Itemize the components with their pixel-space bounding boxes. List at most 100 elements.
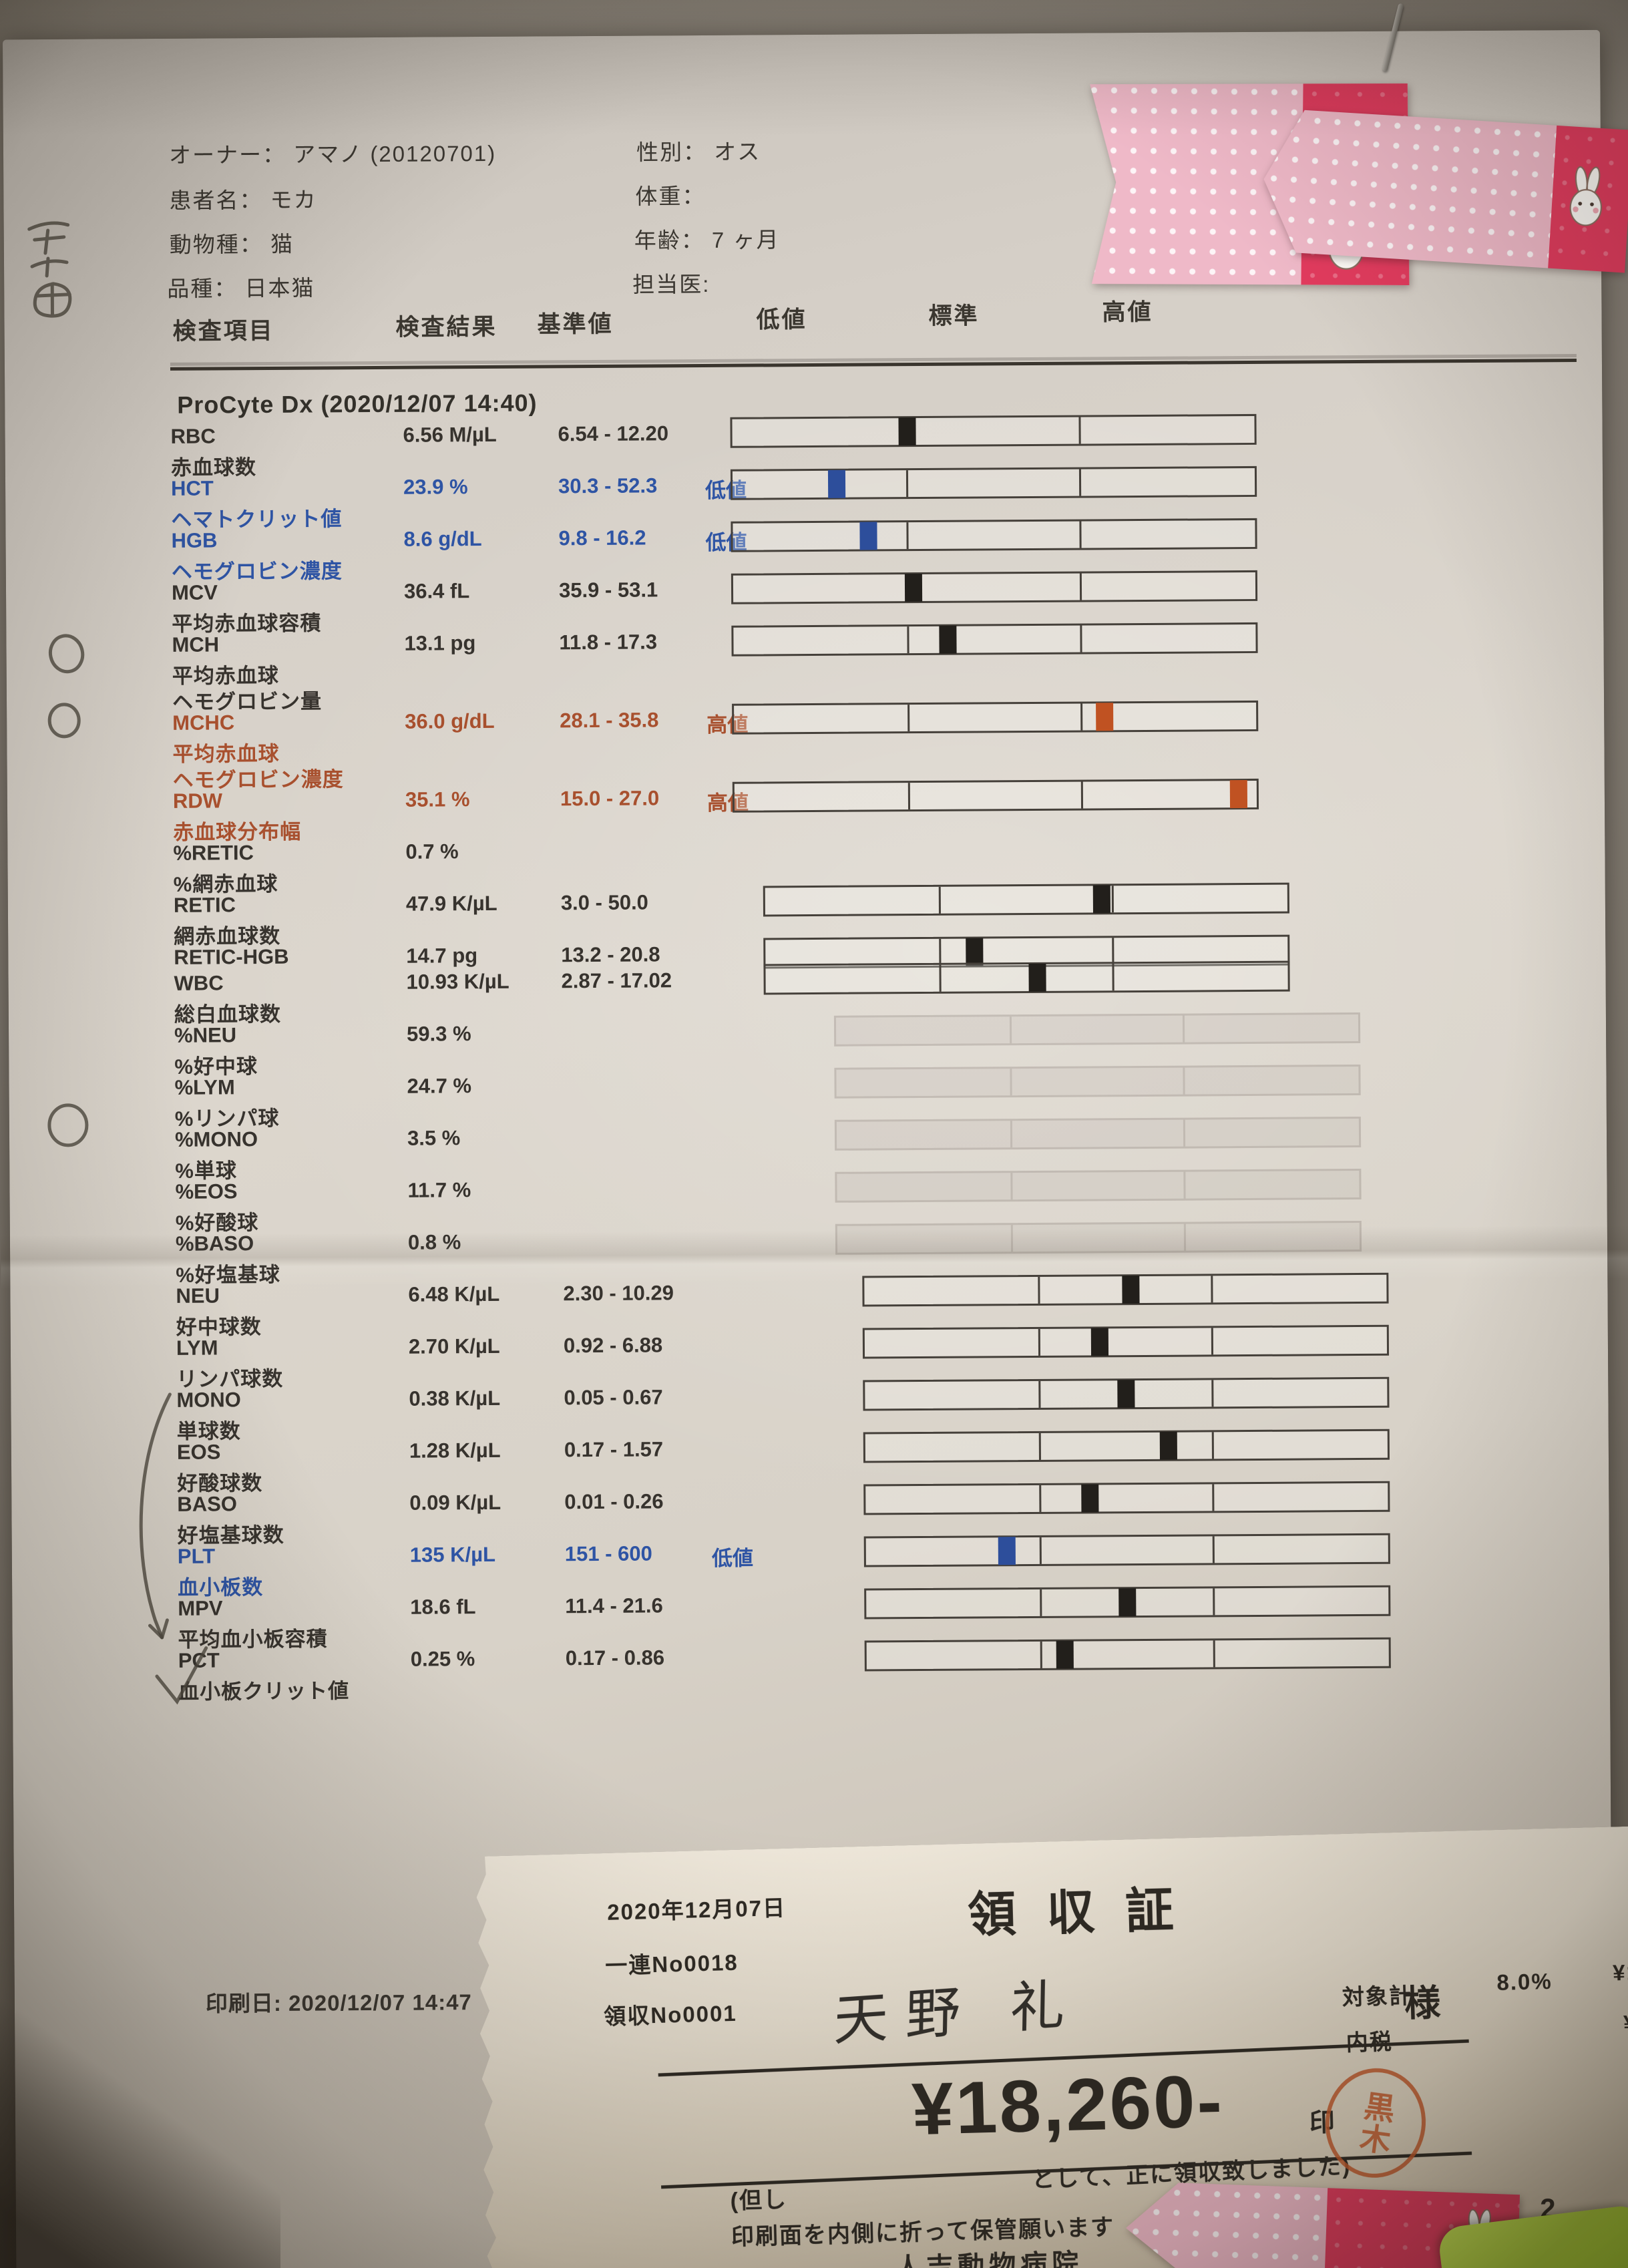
- result-marker: [904, 573, 922, 602]
- test-code: %RETIC: [173, 841, 254, 865]
- test-code: %NEU: [174, 1023, 237, 1047]
- range-bar: [862, 1272, 1389, 1307]
- test-value: 24.7 %: [407, 1074, 472, 1098]
- test-value: 1.28 K/µL: [409, 1438, 501, 1463]
- tax-target-label: 対象計: [1342, 1983, 1413, 2010]
- tax-included-amount: ¥: [1623, 2010, 1628, 2036]
- owner-field: オーナー： アマノ (20120701): [168, 140, 497, 168]
- range-bar: [864, 1585, 1391, 1620]
- test-code: %BASO: [175, 1232, 254, 1256]
- test-value: 0.25 %: [410, 1647, 475, 1671]
- breed-field: 品種： 日本猫: [167, 275, 315, 301]
- range-bar: [730, 465, 1257, 500]
- test-code: %MONO: [174, 1127, 258, 1151]
- patient-field: 患者名： モカ: [169, 187, 317, 213]
- tax-target-amount: ¥1: [1612, 1959, 1628, 1986]
- payer-name-handwritten: 天野 礼: [833, 1973, 1083, 2052]
- test-code: RBC: [170, 424, 216, 448]
- clinic-name: 人吉動物病院: [894, 2249, 1084, 2268]
- col-reference: 基準値: [537, 311, 614, 338]
- test-code: PLT: [177, 1544, 216, 1568]
- result-marker: [1028, 963, 1046, 992]
- range-bar: [731, 570, 1258, 604]
- reference-range: 0.01 - 0.26: [564, 1489, 664, 1514]
- result-marker: [1056, 1640, 1074, 1669]
- reference-range: 6.54 - 12.20: [558, 421, 669, 446]
- receipt-date: 2020年12月07日: [606, 1895, 787, 1925]
- test-code: RETIC-HGB: [174, 944, 289, 969]
- range-bar: [863, 1429, 1390, 1463]
- test-code: MCH: [172, 632, 220, 656]
- reference-range: 0.05 - 0.67: [564, 1385, 663, 1410]
- bunny-icon: [1563, 164, 1610, 230]
- reference-range: 2.30 - 10.29: [563, 1281, 674, 1306]
- receipt-serial-no: 一連No0018: [604, 1949, 739, 1978]
- test-value: 0.8 %: [407, 1230, 461, 1254]
- section-title: ProCyte Dx (2020/12/07 14:40): [177, 389, 538, 419]
- test-value: 35.1 %: [405, 787, 470, 811]
- col-test-item: 検査項目: [172, 317, 274, 345]
- test-value: 11.7 %: [407, 1178, 471, 1202]
- result-marker: [828, 469, 846, 498]
- test-code: MCHC: [172, 711, 235, 735]
- col-high: 高値: [1102, 299, 1153, 326]
- test-value: 36.4 fL: [403, 579, 470, 603]
- test-code: PCT: [178, 1648, 220, 1672]
- result-marker: [998, 1537, 1016, 1565]
- result-marker: [1117, 1380, 1135, 1408]
- result-marker: [1093, 885, 1111, 914]
- ghost-range-bar: [834, 1116, 1362, 1151]
- receipt-number: 領収No0001: [603, 2000, 738, 2030]
- receipt-amount: ¥18,260-: [910, 2060, 1225, 2151]
- receipt-title: 領収証: [967, 1883, 1205, 1943]
- test-value: 6.56 M/µL: [403, 422, 497, 447]
- tax-included-label: 内税: [1346, 2029, 1394, 2055]
- result-marker: [966, 938, 984, 966]
- test-value: 23.9 %: [403, 475, 468, 499]
- age-field: 年齢： 7 ヶ月: [634, 227, 780, 253]
- weight-field: 体重：: [635, 183, 706, 209]
- reference-range: 0.92 - 6.88: [563, 1333, 663, 1358]
- test-code: %EOS: [175, 1179, 238, 1203]
- reference-range: 11.8 - 17.3: [559, 630, 658, 654]
- test-code: WBC: [174, 971, 224, 995]
- col-result: 検査結果: [395, 313, 497, 341]
- test-code: LYM: [176, 1336, 218, 1360]
- test-value: 2.70 K/µL: [408, 1334, 500, 1358]
- range-bar: [731, 518, 1257, 552]
- col-low: 低値: [756, 307, 807, 333]
- reference-range: 13.2 - 20.8: [561, 942, 660, 967]
- test-code: HGB: [171, 528, 218, 552]
- range-bar: [862, 1324, 1390, 1359]
- test-value: 8.6 g/dL: [403, 527, 482, 551]
- reference-range: 2.87 - 17.02: [561, 968, 672, 993]
- result-marker: [1090, 1328, 1108, 1356]
- test-value: 0.7 %: [405, 839, 459, 864]
- reference-range: 30.3 - 52.3: [558, 474, 658, 498]
- test-value: 59.3 %: [406, 1022, 471, 1046]
- test-code: BASO: [177, 1492, 238, 1516]
- sex-field: 性別： オス: [636, 139, 761, 165]
- test-value: 0.38 K/µL: [409, 1386, 501, 1410]
- test-value: 10.93 K/µL: [406, 969, 510, 994]
- corner-shadow: [0, 1970, 280, 2268]
- tax-rate: 8.0%: [1496, 1968, 1553, 1996]
- test-code: HCT: [170, 476, 214, 500]
- ghost-range-bar: [833, 1012, 1361, 1047]
- reference-range: 15.0 - 27.0: [560, 786, 660, 811]
- test-value: 6.48 K/µL: [408, 1282, 500, 1306]
- range-bar: [863, 1376, 1390, 1411]
- test-value: 36.0 g/dL: [405, 709, 495, 733]
- range-bar: [763, 882, 1289, 917]
- test-code: NEU: [176, 1284, 220, 1308]
- test-code: %LYM: [174, 1075, 235, 1099]
- reference-range: 11.4 - 21.6: [565, 1593, 663, 1618]
- reference-range: 35.9 - 53.1: [558, 578, 658, 602]
- reference-range: 0.17 - 1.57: [564, 1437, 664, 1462]
- test-code: EOS: [176, 1440, 221, 1464]
- test-code: MONO: [176, 1388, 241, 1412]
- test-value: 3.5 %: [407, 1126, 461, 1150]
- result-marker: [1081, 1484, 1099, 1513]
- reference-range: 28.1 - 35.8: [560, 708, 659, 733]
